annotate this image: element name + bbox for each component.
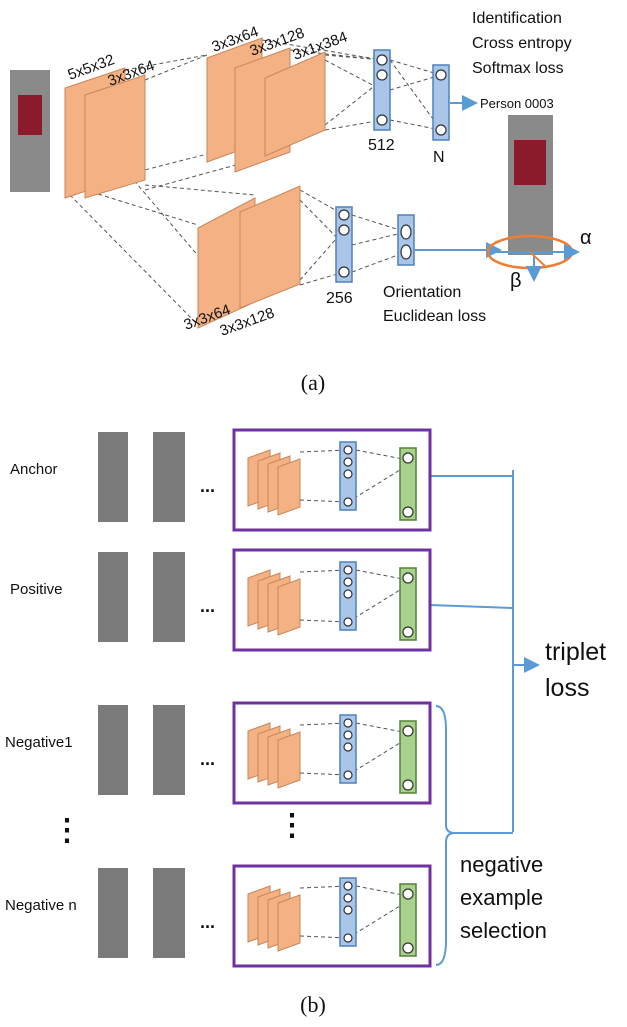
network-box: [232, 548, 432, 652]
fc-label: 256: [326, 290, 353, 307]
connections: [299, 885, 409, 939]
person-photo: [153, 432, 185, 522]
fc-layer: [373, 49, 391, 131]
ellipsis: ...: [200, 476, 215, 496]
loss-label: Euclidean loss: [383, 308, 486, 325]
loss-label: Cross entropy: [472, 35, 572, 52]
loss-label: Identification: [472, 10, 562, 27]
fc-layer: [399, 720, 417, 794]
person-photo: [98, 705, 128, 795]
conv-plane: [84, 74, 146, 199]
node: [343, 881, 353, 891]
person-photo: [153, 868, 185, 958]
node: [343, 565, 353, 575]
person-photo: [98, 868, 128, 958]
triplet-label: triplet: [545, 638, 606, 666]
conv-plane: [239, 185, 301, 309]
triplet-label: loss: [545, 674, 589, 702]
person-shirt: [18, 95, 42, 135]
node: [343, 742, 353, 752]
conv-plane: [277, 458, 301, 516]
node: [402, 725, 414, 737]
conv-plane: [264, 51, 326, 157]
connections: [299, 449, 409, 503]
network-box: [232, 428, 432, 532]
negative-label: selection: [460, 918, 547, 943]
node: [343, 577, 353, 587]
node: [343, 445, 353, 455]
panel-a: 5x5x32 3x3x64 3x3x64 3x3x128 3x1x384 3x3…: [10, 10, 592, 395]
fc-layer: [399, 447, 417, 521]
node: [343, 905, 353, 915]
loss-label: Softmax loss: [472, 60, 564, 77]
node: [343, 933, 353, 943]
loss-label: Orientation: [383, 284, 461, 301]
network-row: Negative n...: [5, 864, 432, 968]
node: [343, 469, 353, 479]
connections: [299, 722, 409, 776]
negative-label: example: [460, 885, 543, 910]
fc-layer: [335, 206, 353, 283]
connections: [64, 39, 442, 326]
node: [402, 572, 414, 584]
node: [343, 730, 353, 740]
fc-layer: [399, 883, 417, 957]
network-row: Anchor...: [10, 428, 432, 532]
node: [402, 506, 414, 518]
conv-plane: [277, 731, 301, 789]
connector: [429, 470, 514, 834]
row-label: Negative1: [5, 734, 73, 751]
node: [343, 497, 353, 507]
network-row: Positive...: [10, 548, 432, 652]
caption: (a): [301, 370, 325, 395]
node: [343, 718, 353, 728]
node: [343, 457, 353, 467]
row-label: Anchor: [10, 461, 58, 478]
connections: [299, 569, 409, 623]
vertical-ellipsis: ⋮: [277, 809, 307, 842]
network-row: Negative1...: [5, 701, 432, 805]
person-shirt: [514, 140, 546, 185]
node: [343, 770, 353, 780]
fc-label: N: [433, 149, 445, 166]
panel-b: triplet loss negative example selection …: [5, 428, 606, 1017]
network-box: [232, 701, 432, 805]
fc-layer: [432, 64, 450, 141]
negative-label: negative: [460, 852, 543, 877]
conv-plane: [277, 894, 301, 952]
person-photo: [153, 705, 185, 795]
fc-label: 512: [368, 137, 395, 154]
node: [402, 452, 414, 464]
network-box: [232, 864, 432, 968]
angle-label: β: [510, 270, 522, 292]
bracket: [435, 705, 456, 966]
ellipsis: ...: [200, 912, 215, 932]
ellipsis: ...: [200, 749, 215, 769]
node: [402, 888, 414, 900]
row-label: Positive: [10, 581, 63, 598]
person-photo: [153, 552, 185, 642]
angle-label: α: [580, 227, 592, 249]
node: [402, 626, 414, 638]
row-label: Negative n: [5, 897, 77, 914]
person-photo: [98, 552, 128, 642]
node: [402, 942, 414, 954]
fc-layer: [399, 567, 417, 641]
person-photo: [98, 432, 128, 522]
caption: (b): [300, 992, 326, 1017]
ellipsis: ...: [200, 596, 215, 616]
node: [343, 617, 353, 627]
node: [343, 893, 353, 903]
conv-plane: [277, 578, 301, 636]
person-label: Person 0003: [480, 96, 554, 111]
node: [343, 589, 353, 599]
vertical-ellipsis: ⋮: [52, 814, 82, 847]
node: [402, 779, 414, 791]
